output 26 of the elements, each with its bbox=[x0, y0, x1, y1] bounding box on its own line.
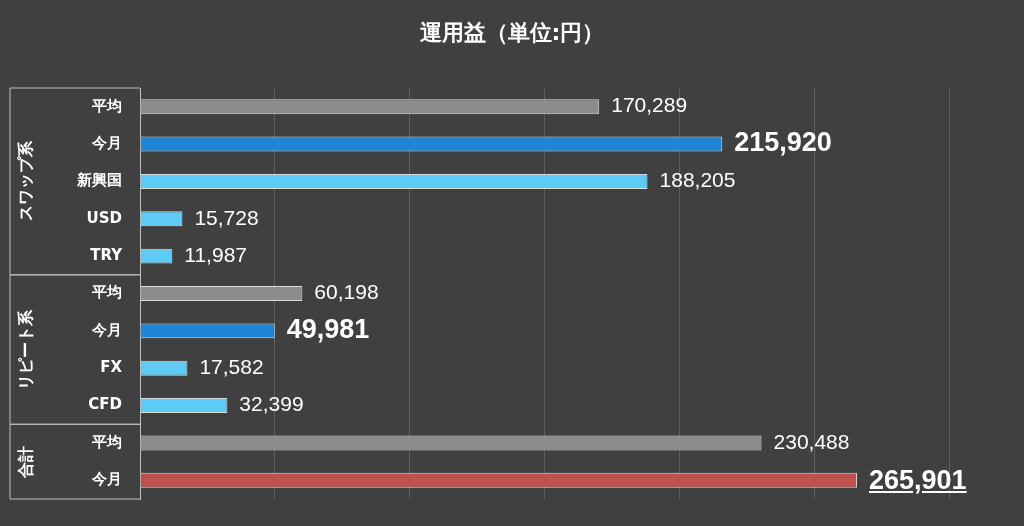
data-label: 265,901 bbox=[869, 464, 967, 498]
text: リピート系 bbox=[16, 308, 36, 390]
data-label: 188,205 bbox=[659, 168, 736, 192]
y-tick-label: TRY bbox=[90, 246, 124, 265]
data-label: 215,920 bbox=[734, 127, 832, 158]
y-tick-label: 今月 bbox=[91, 470, 122, 489]
y-tick-label: 平均 bbox=[91, 432, 122, 451]
data-label: 49,981 bbox=[286, 314, 370, 345]
data-label: 17,582 bbox=[199, 355, 264, 379]
y-tick-label: 今月 bbox=[91, 320, 122, 339]
data-label: 15,728 bbox=[194, 205, 259, 229]
y-tick-label: FX bbox=[100, 358, 123, 377]
y-tick-label: 平均 bbox=[91, 283, 122, 302]
y-tick-label: 今月 bbox=[91, 133, 122, 152]
data-label: 11,987 bbox=[184, 242, 247, 266]
text: スワップ系 bbox=[16, 140, 36, 222]
y-tick-label: USD bbox=[86, 208, 122, 227]
chart-title: 運用益（単位:円） bbox=[418, 19, 606, 47]
text: 合計 bbox=[16, 445, 36, 479]
y-tick-label: 新興国 bbox=[76, 171, 122, 190]
data-label: 170,289 bbox=[611, 93, 688, 117]
y-tick-label: CFD bbox=[88, 395, 122, 414]
data-label: 32,399 bbox=[239, 392, 304, 416]
data-label: 230,488 bbox=[773, 429, 850, 453]
y-tick-label: 平均 bbox=[91, 96, 122, 115]
data-label: 60,198 bbox=[314, 280, 379, 304]
